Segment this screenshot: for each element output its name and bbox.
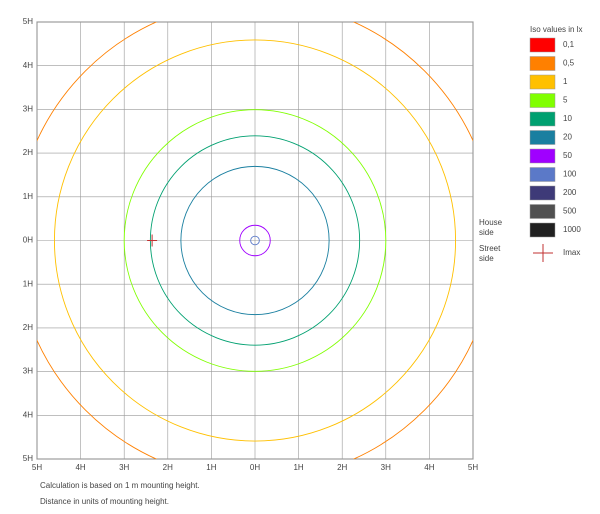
x-tick-label: 3H — [119, 463, 129, 472]
x-tick-label: 2H — [337, 463, 347, 472]
y-tick-label: 5H — [23, 454, 33, 463]
legend-label: 100 — [563, 170, 577, 179]
legend-label: 200 — [563, 188, 577, 197]
legend-swatch — [529, 222, 556, 238]
legend-label: 1000 — [563, 225, 581, 234]
legend-swatch — [529, 204, 556, 219]
y-tick-label: 4H — [23, 410, 33, 419]
y-tick-label: 0H — [23, 236, 33, 245]
legend-swatch — [529, 185, 556, 201]
y-tick-label: 3H — [23, 105, 33, 114]
legend-swatch — [529, 111, 556, 127]
y-tick-label: 3H — [23, 367, 33, 376]
legend-swatch — [529, 167, 556, 182]
x-tick-label: 5H — [468, 463, 478, 472]
y-tick-label: 4H — [23, 61, 33, 70]
iso-contour — [53, 39, 457, 442]
legend-title: Iso values in lx — [530, 25, 582, 34]
legend-label: 10 — [563, 114, 572, 123]
legend-label: 20 — [563, 133, 572, 142]
legend-label: 1 — [563, 77, 568, 86]
y-tick-label: 2H — [23, 323, 33, 332]
x-tick-label: 1H — [206, 463, 216, 472]
y-tick-label: 5H — [23, 17, 33, 26]
note: Calculation is based on 1 m mounting hei… — [40, 481, 200, 490]
legend-swatch — [529, 130, 556, 145]
legend-swatch — [529, 93, 556, 108]
legend-swatch — [529, 74, 556, 90]
legend-label: 500 — [563, 207, 577, 216]
y-tick-label: 1H — [23, 279, 33, 288]
iso-contour — [123, 109, 387, 372]
legend-imax-marker — [533, 244, 553, 262]
iso-contour — [180, 165, 330, 316]
iso-contour — [239, 224, 271, 257]
x-tick-label: 3H — [381, 463, 391, 472]
x-tick-label: 5H — [32, 463, 42, 472]
iso-contour — [250, 235, 260, 246]
legend-label: 0,5 — [563, 59, 575, 68]
imax-marker — [147, 234, 158, 247]
side-label: House side — [479, 218, 503, 237]
note: Distance in units of mounting height. — [40, 497, 169, 506]
x-tick-label: 4H — [75, 463, 85, 472]
legend-label: 5 — [563, 96, 568, 105]
contours — [37, 22, 473, 459]
side-label: Street side — [479, 244, 501, 263]
x-tick-label: 2H — [163, 463, 173, 472]
legend-label: Imax — [563, 248, 580, 257]
y-tick-label: 2H — [23, 148, 33, 157]
legend-swatch — [529, 56, 556, 71]
legend-swatch — [529, 37, 556, 53]
x-tick-label: 4H — [424, 463, 434, 472]
legend-label: 0,1 — [563, 40, 575, 49]
y-tick-label: 1H — [23, 192, 33, 201]
x-tick-label: 1H — [293, 463, 303, 472]
legend-swatch — [529, 148, 556, 164]
legend-label: 50 — [563, 151, 572, 160]
x-tick-label: 0H — [250, 463, 260, 472]
